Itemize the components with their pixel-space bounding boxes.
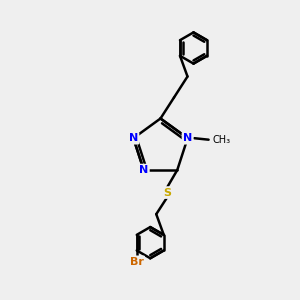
- Text: S: S: [163, 188, 171, 198]
- Text: N: N: [183, 133, 192, 143]
- Text: Br: Br: [130, 257, 144, 267]
- Text: N: N: [129, 133, 138, 143]
- Text: CH₃: CH₃: [212, 135, 230, 145]
- Text: N: N: [139, 165, 148, 175]
